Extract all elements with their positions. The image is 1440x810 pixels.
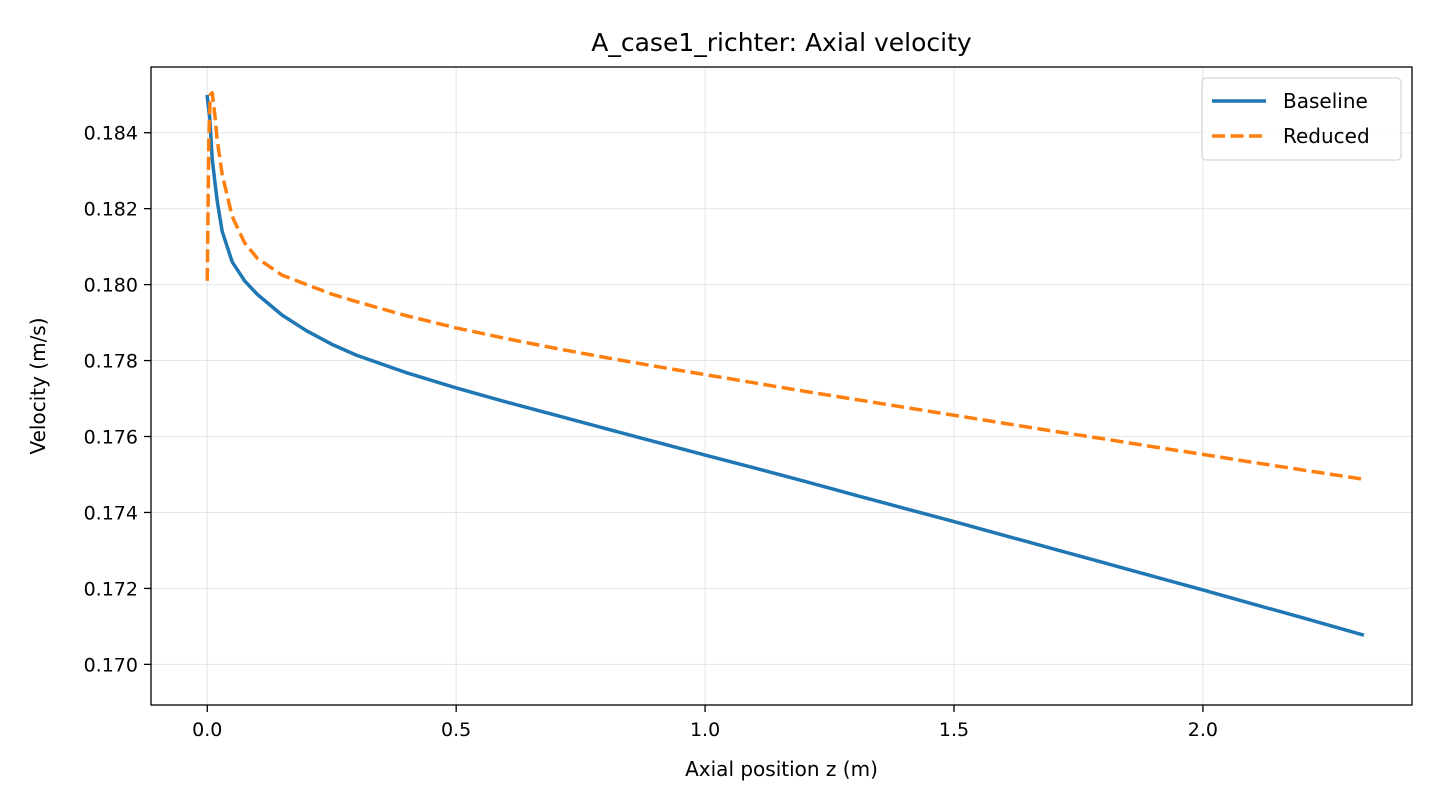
y-tick-label: 0.184 [84,123,138,145]
plot-area-frame [150,66,1413,706]
x-axis-ticks: 0.0 0.5 1.0 1.5 2.0 [192,705,1218,741]
y-tick-label: 0.180 [84,275,138,297]
legend-label-baseline: Baseline [1283,89,1368,113]
x-axis-label: Axial position z (m) [685,757,878,781]
x-tick-label: 2.0 [1188,719,1218,741]
y-tick-label: 0.174 [84,502,138,524]
legend-box [1201,77,1402,161]
x-tick-label: 0.5 [441,719,471,741]
y-tick-label: 0.178 [84,351,138,373]
y-tick-label: 0.182 [84,199,138,221]
series-line-baseline [205,94,1365,637]
y-tick-label: 0.176 [84,427,138,449]
y-tick-label: 0.170 [84,654,138,676]
legend-label-reduced: Reduced [1283,124,1370,148]
x-tick-label: 0.0 [192,719,222,741]
x-tick-label: 1.5 [939,719,969,741]
series-lines [205,91,1365,637]
chart-title: A_case1_richter: Axial velocity [591,28,972,57]
y-axis-ticks: 0.170 0.172 0.174 0.176 0.178 0.180 0.182 0.184 [84,123,151,676]
y-axis-label: Velocity (m/s) [26,317,50,454]
legend: Baseline Reduced [1201,77,1402,161]
series-line-reduced [205,91,1363,481]
y-tick-label: 0.172 [84,578,138,600]
x-tick-label: 1.0 [690,719,720,741]
